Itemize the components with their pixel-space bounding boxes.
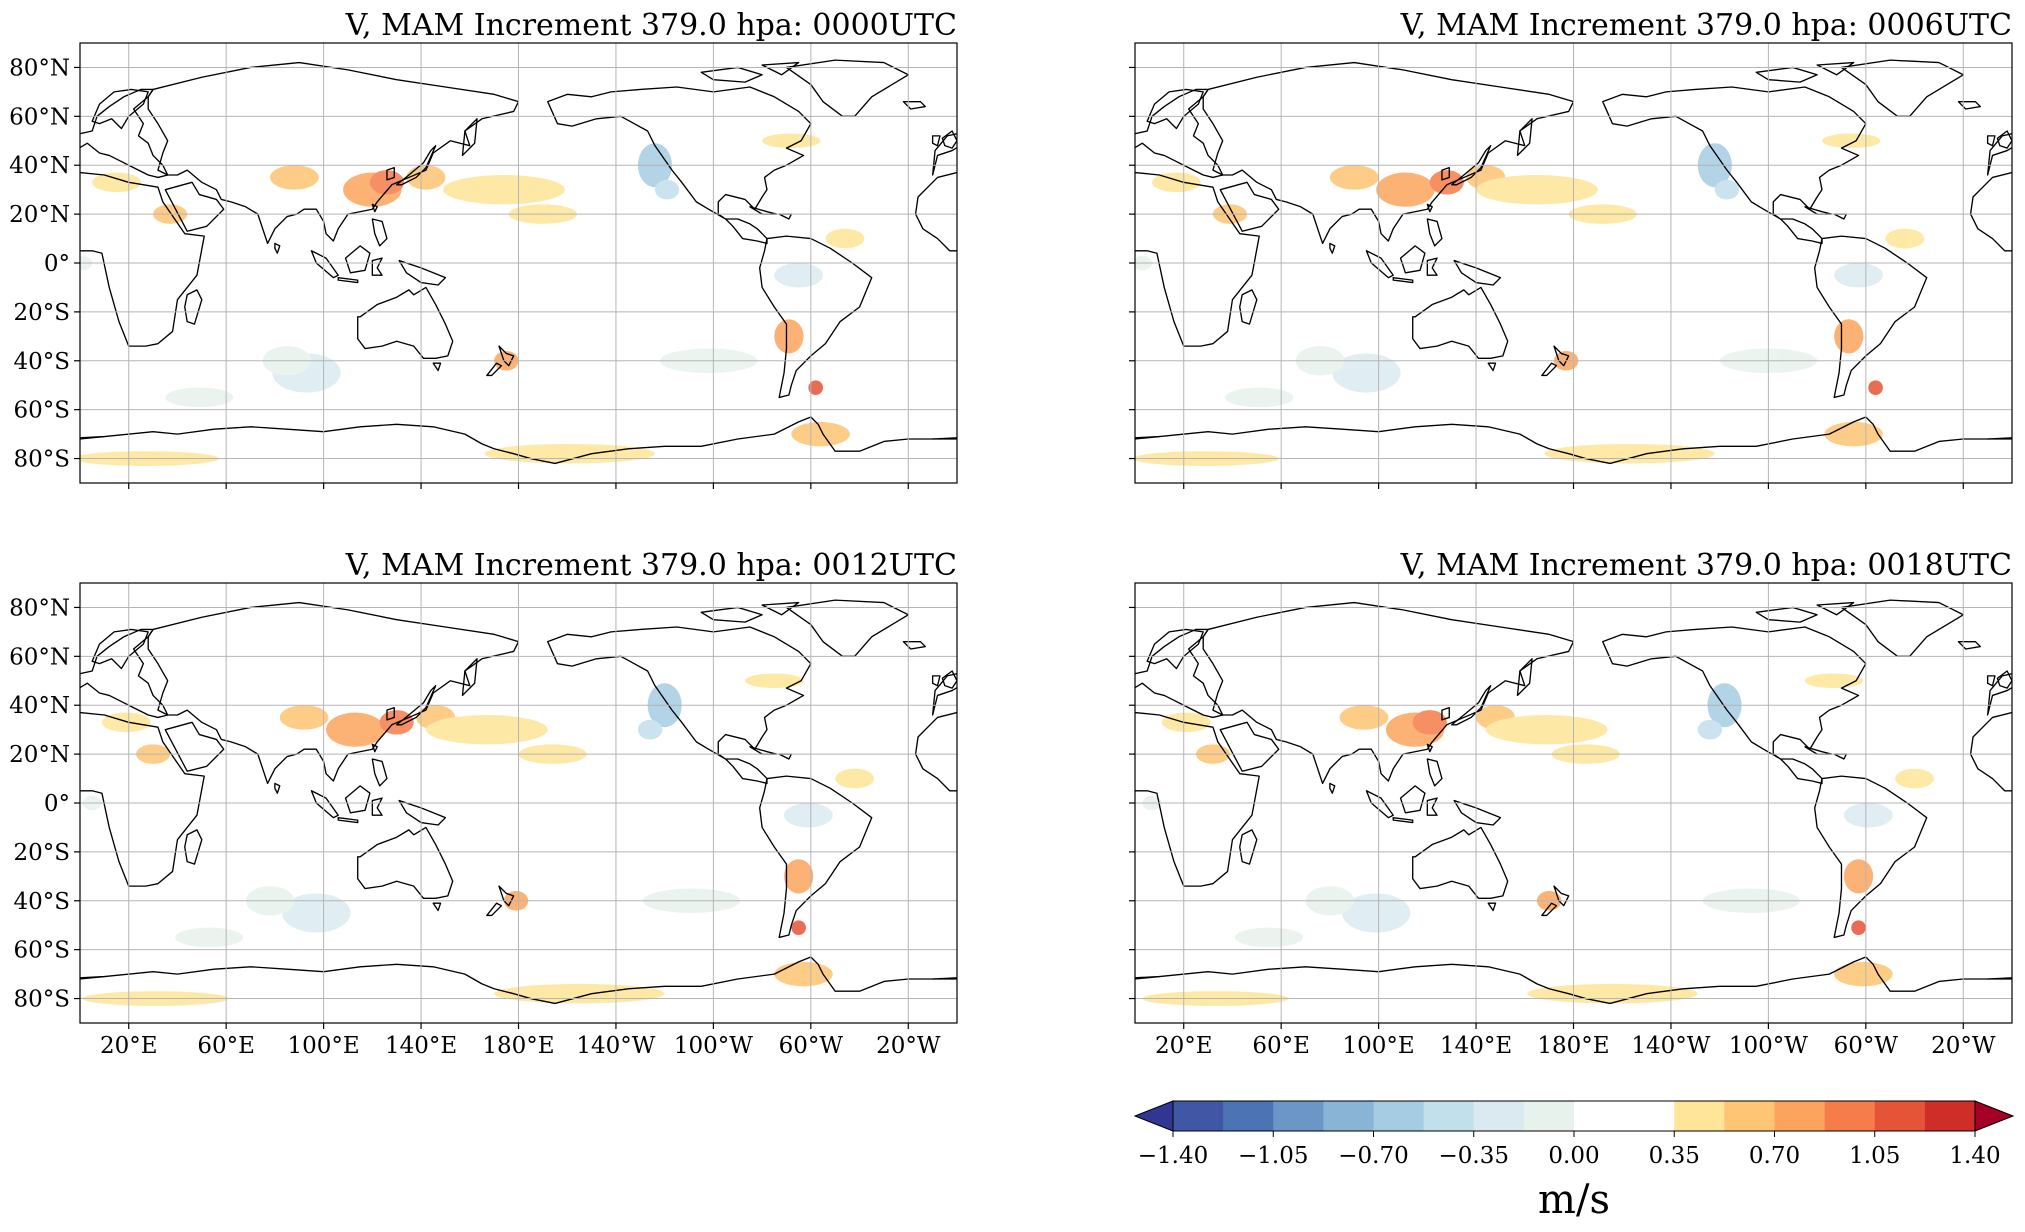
colorbar-bin — [1473, 1101, 1525, 1131]
colorbar-bin — [1924, 1101, 1976, 1131]
panel-title: V, MAM Increment 379.0 hpa: 0018UTC — [1400, 548, 2012, 583]
panel-title: V, MAM Increment 379.0 hpa: 0006UTC — [1400, 8, 2012, 43]
anomaly-field — [80, 133, 865, 466]
colorbar-extend-max — [1974, 1100, 2015, 1132]
lat-tick-label: 20°S — [13, 300, 70, 326]
colorbar-tick-label: 1.40 — [1949, 1143, 2000, 1169]
lon-tick-label: 180°E — [1537, 1033, 1609, 1059]
colorbar: −1.40 −1.05 −0.70 −0.35 0.00 0.35 0.70 1.05 1.40… — [1133, 1100, 2015, 1223]
lat-tick-label: 40°N — [9, 693, 70, 719]
lat-tick-label: 20°N — [9, 202, 70, 228]
lon-tick-label: 180°E — [482, 1033, 554, 1059]
lon-tick-label: 60°W — [779, 1033, 844, 1059]
colorbar-tick-label: −0.70 — [1338, 1143, 1408, 1169]
lat-tick-label: 80°S — [13, 447, 70, 473]
tick-marks — [1129, 606, 1964, 1029]
lat-tick-label: 40°S — [13, 889, 70, 915]
colorbar-bin — [1223, 1101, 1274, 1131]
panel-title: V, MAM Increment 379.0 hpa: 0000UTC — [345, 8, 957, 43]
gridlines — [1135, 43, 2012, 483]
lat-tick-label: 40°S — [13, 349, 70, 375]
anomaly-field — [1135, 133, 1925, 466]
anomaly-field — [82, 673, 875, 1006]
colorbar-tick-label: 1.05 — [1849, 1143, 1900, 1169]
lon-tick-label: 140°W — [576, 1033, 655, 1059]
panel-title: V, MAM Increment 379.0 hpa: 0012UTC — [345, 548, 957, 583]
tick-marks — [1129, 66, 1964, 489]
lat-tick-label: 0° — [44, 791, 70, 817]
colorbar-extend-min — [1133, 1100, 1174, 1132]
colorbar-bin — [1423, 1101, 1475, 1131]
colorbar-tick-label: −1.40 — [1138, 1143, 1208, 1169]
lat-tick-label: 80°N — [9, 595, 70, 621]
lon-tick-label: 140°E — [385, 1033, 457, 1059]
colorbar-bin — [1574, 1101, 1625, 1131]
colorbar-bin — [1874, 1101, 1926, 1131]
colorbar-bin — [1173, 1101, 1224, 1131]
lon-tick-label: 20°W — [1931, 1033, 1996, 1059]
map-panel-4: V, MAM Increment 379.0 hpa: 0018UTC 20°E 6… — [1129, 548, 2013, 1059]
colorbar-bin — [1624, 1101, 1675, 1131]
colorbar-tick-label: −1.05 — [1238, 1143, 1308, 1169]
colorbar-tick-label: −0.35 — [1439, 1143, 1509, 1169]
lon-tick-label: 100°E — [1343, 1033, 1415, 1059]
lat-tick-label: 60°N — [9, 644, 70, 670]
lon-tick-label: 60°W — [1834, 1033, 1899, 1059]
colorbar-bin — [1674, 1101, 1725, 1131]
lon-tick-label: 100°W — [1729, 1033, 1808, 1059]
lon-tick-label: 60°E — [1252, 1033, 1310, 1059]
colorbar-tick-label: 0.70 — [1749, 1143, 1800, 1169]
colorbar-bin — [1373, 1101, 1425, 1131]
lon-tick-label: 20°W — [876, 1033, 941, 1059]
lat-tick-label: 60°S — [13, 938, 70, 964]
colorbar-bin — [1273, 1101, 1324, 1131]
lat-tick-label: 20°S — [13, 840, 70, 866]
colorbar-bin — [1774, 1101, 1826, 1131]
gridlines — [80, 43, 957, 483]
lon-tick-label: 20°E — [1155, 1033, 1213, 1059]
lat-tick-label: 0° — [44, 251, 70, 277]
lat-tick-label: 60°N — [9, 104, 70, 130]
gridlines — [80, 583, 957, 1023]
colorbar-unit-label: m/s — [1538, 1177, 1610, 1223]
map-panel-2: V, MAM Increment 379.0 hpa: 0006UTC — [1129, 8, 2013, 489]
tick-marks — [74, 606, 909, 1029]
lon-tick-label: 140°W — [1631, 1033, 1710, 1059]
lat-tick-label: 40°N — [9, 153, 70, 179]
lon-tick-label: 60°E — [197, 1033, 255, 1059]
colorbar-bin — [1323, 1101, 1374, 1131]
lat-tick-label: 60°S — [13, 398, 70, 424]
lon-tick-label: 20°E — [100, 1033, 158, 1059]
colorbar-bin — [1824, 1101, 1876, 1131]
colorbar-bin — [1523, 1101, 1575, 1131]
map-panel-3: V, MAM Increment 379.0 hpa: 0012UTC 80°N 6… — [9, 548, 958, 1059]
lat-tick-label: 20°N — [9, 742, 70, 768]
tick-marks — [74, 66, 909, 489]
map-panel-1: V, MAM Increment 379.0 hpa: 0000UTC 80°N 6… — [9, 8, 958, 489]
colorbar-tick-label: 0.35 — [1649, 1143, 1700, 1169]
lon-tick-label: 100°E — [288, 1033, 360, 1059]
lat-tick-label: 80°N — [9, 55, 70, 81]
colorbar-bin — [1724, 1101, 1775, 1131]
lon-tick-label: 140°E — [1440, 1033, 1512, 1059]
lon-tick-label: 100°W — [674, 1033, 753, 1059]
gridlines — [1135, 583, 2012, 1023]
lat-tick-label: 80°S — [13, 987, 70, 1013]
colorbar-tick-label: 0.00 — [1548, 1143, 1599, 1169]
